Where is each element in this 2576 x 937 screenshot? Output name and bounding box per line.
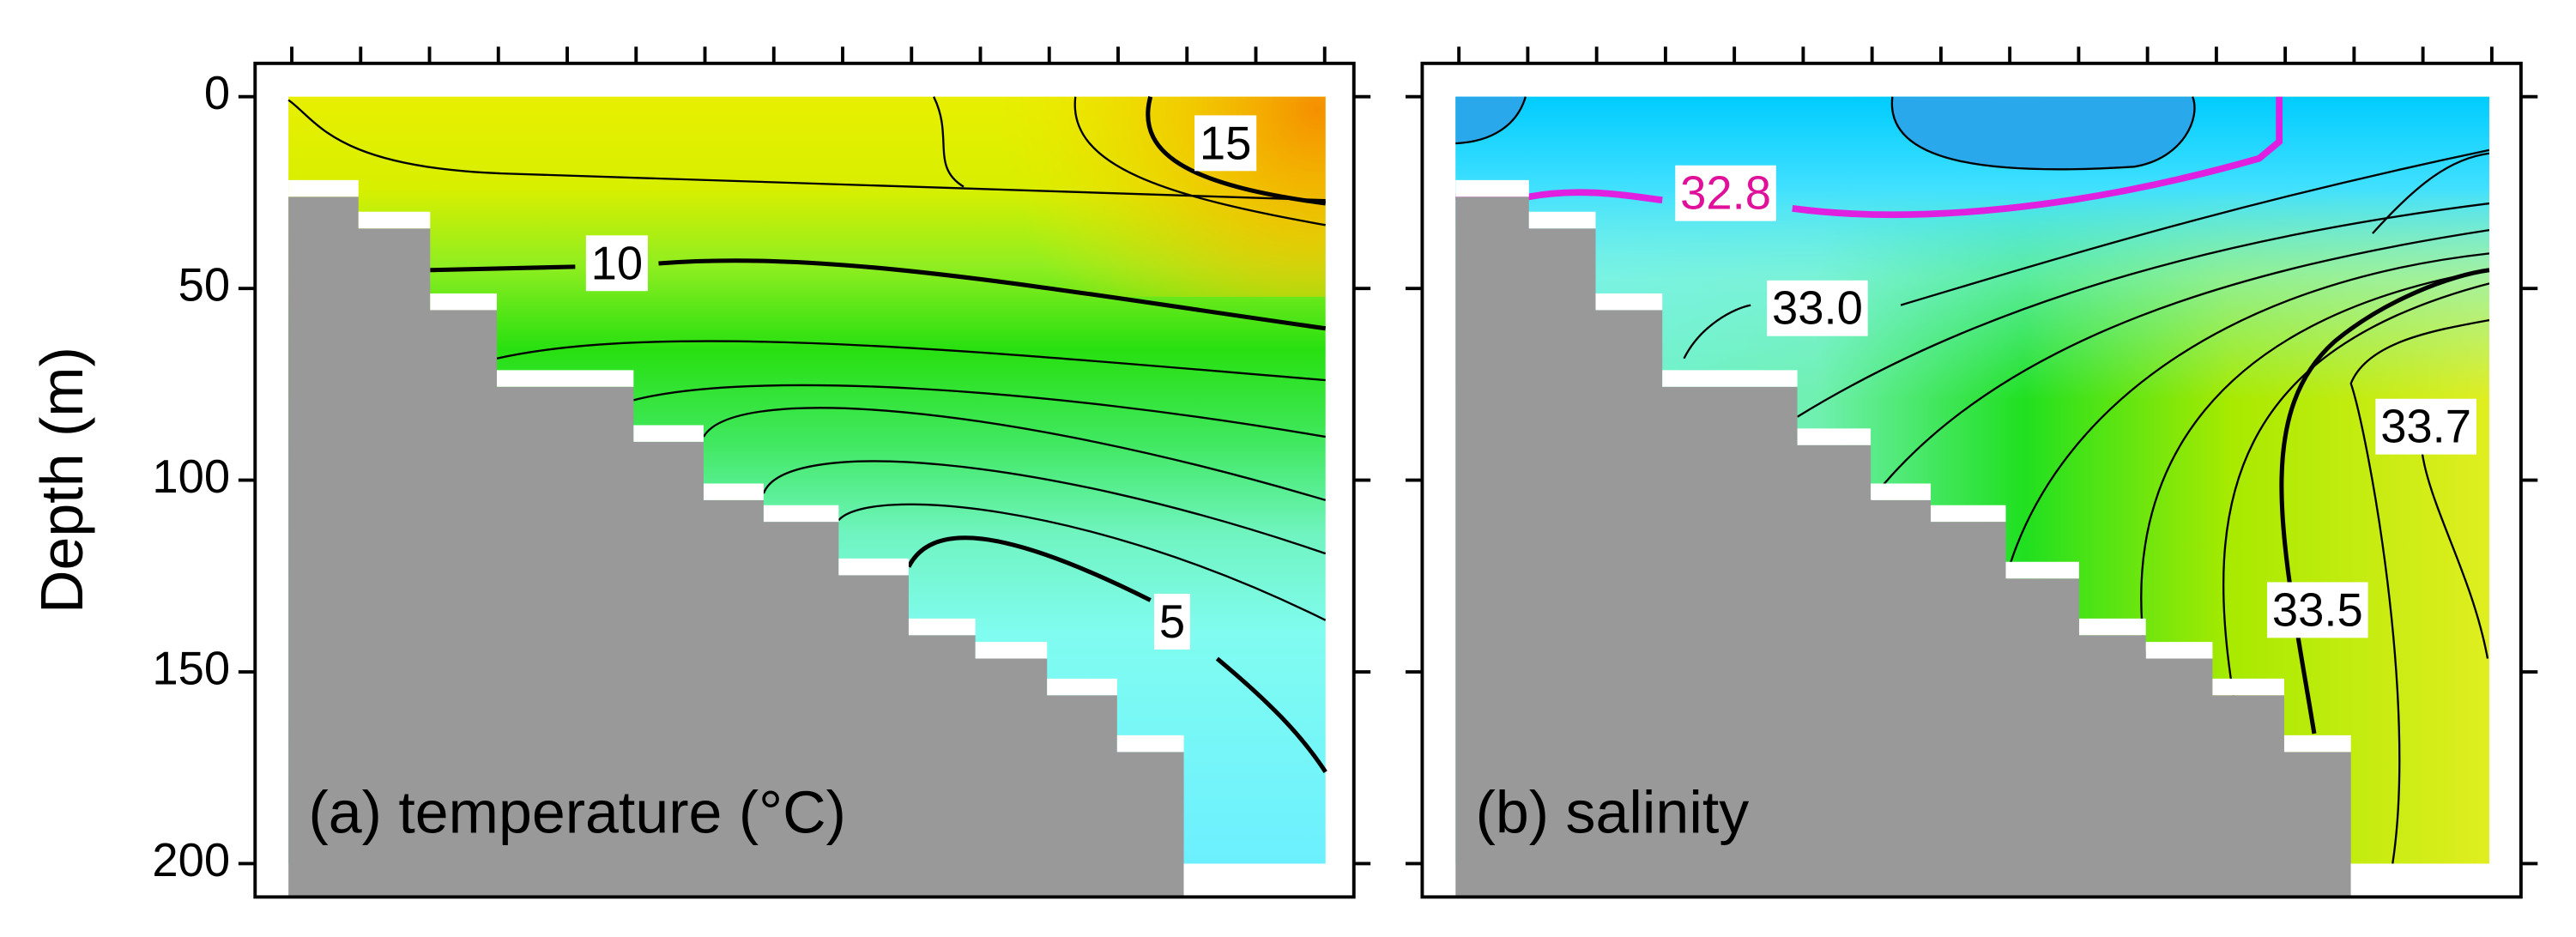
y-tick-label: 50 [178, 259, 231, 311]
temperature-field [287, 96, 1327, 898]
contour-label: 5 [1159, 595, 1185, 648]
contour-label: 33.0 [1772, 282, 1863, 335]
contour-label: 15 [1200, 117, 1251, 169]
contour-label-box [2375, 398, 2476, 455]
contour-label-box [2267, 582, 2368, 638]
panel-title: (a) temperature (°C) [308, 779, 845, 846]
y-tick-label: 100 [152, 450, 230, 503]
contour-label-box [585, 235, 649, 292]
contour-label: 32.8 [1680, 167, 1771, 220]
contour-label: 10 [591, 237, 644, 289]
salinity-field [1455, 96, 2490, 898]
contour-label-box [1675, 165, 1776, 221]
contour-label-box [1767, 280, 1868, 336]
y-tick-label: 200 [152, 834, 230, 886]
contour-label-box [1154, 594, 1190, 650]
y-tick-label: 0 [204, 67, 230, 119]
y-axis-label: Depth (m) [28, 347, 95, 614]
contour-label: 33.5 [2272, 583, 2363, 636]
panel-title: (b) salinity [1476, 779, 1750, 846]
contour-label: 33.7 [2380, 401, 2471, 453]
contour-label-box [1194, 115, 1257, 172]
y-tick-label: 150 [152, 642, 230, 694]
